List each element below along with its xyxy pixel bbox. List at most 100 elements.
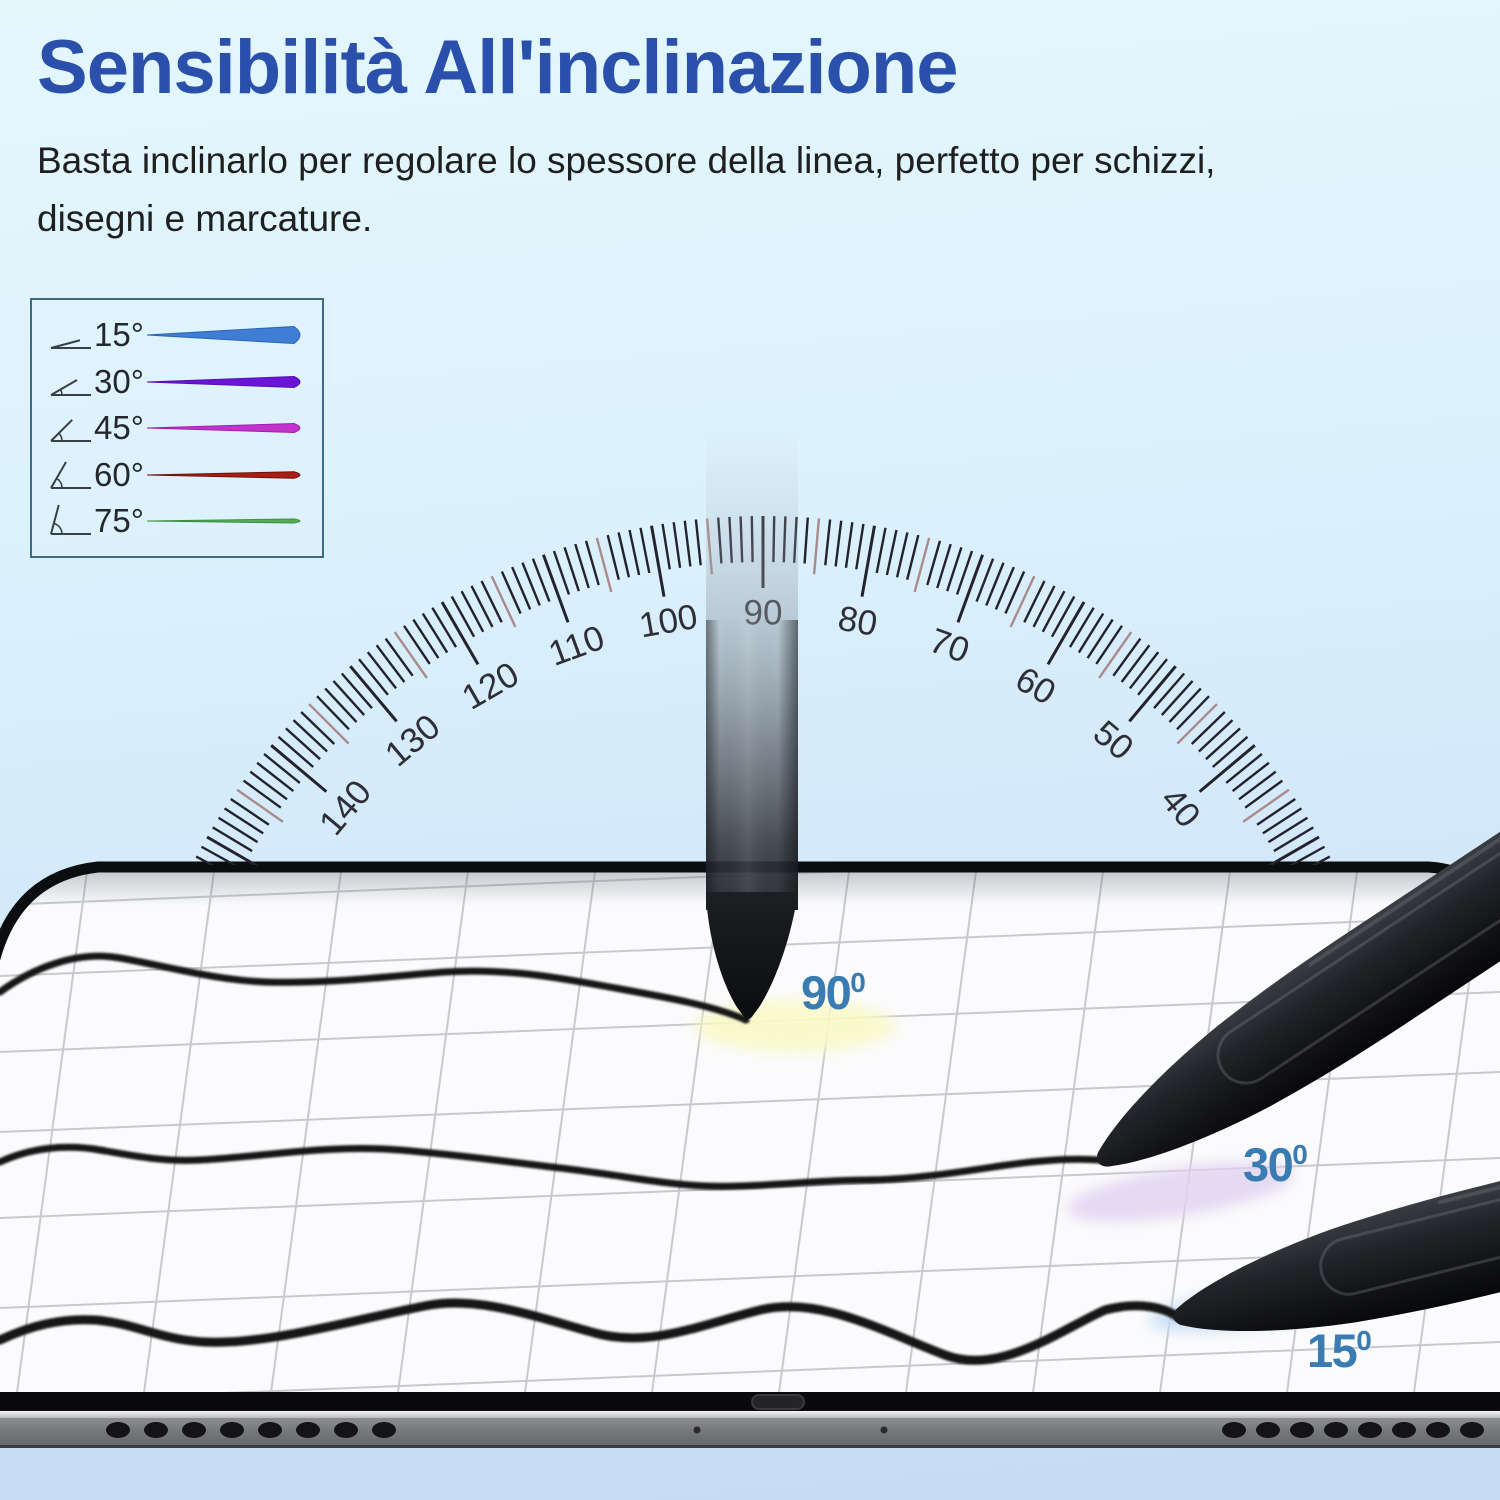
- protractor-tick: [1086, 618, 1114, 659]
- protractor-tick: [450, 595, 476, 638]
- protractor-tick: [885, 529, 898, 576]
- angle-marker-30: 300: [1243, 1138, 1307, 1191]
- protractor-tick: [366, 651, 398, 690]
- protractor-tick: [431, 607, 458, 648]
- protractor-tick: [1273, 826, 1314, 853]
- legend-angle-label: 75°: [94, 502, 144, 539]
- protractor-tick: [521, 562, 541, 606]
- protractor-tick: [855, 523, 865, 570]
- protractor-tick: [1238, 770, 1277, 801]
- protractor-tick: [217, 816, 259, 844]
- stroke-15: [0, 1298, 1183, 1365]
- legend-angle-label: 45°: [94, 409, 144, 446]
- protractor-tick: [926, 540, 942, 586]
- protractor-mid-tick: [1176, 703, 1218, 745]
- protractor-tick: [1198, 719, 1234, 753]
- grid-line-vertical: [650, 868, 724, 1398]
- protractor-tick: [584, 540, 600, 586]
- protractor-tick: [1077, 612, 1105, 654]
- protractor-label-110: 110: [544, 618, 610, 674]
- protractor-tick: [531, 558, 551, 603]
- protractor-tick: [574, 543, 590, 589]
- legend-row-30: 30°: [48, 361, 306, 403]
- protractor-tick: [324, 687, 358, 723]
- speaker-hole: [1290, 1422, 1314, 1438]
- protractor-tick: [316, 695, 350, 731]
- protractor-major-tick: [440, 601, 480, 666]
- angle-icon-45: [50, 419, 91, 442]
- protractor-major-tick: [542, 554, 570, 623]
- protractor-tick: [1225, 753, 1263, 784]
- protractor-tick: [1256, 798, 1296, 826]
- protractor-tick: [1289, 845, 1326, 865]
- protractor-tick: [1004, 571, 1026, 615]
- protractor-major-tick: [1198, 744, 1256, 793]
- protractor-mid-tick: [1009, 575, 1036, 628]
- protractor-tick: [1267, 816, 1309, 844]
- legend-row-45: 45°: [48, 407, 306, 449]
- protractor-tick: [332, 680, 366, 716]
- protractor-tick: [195, 855, 215, 865]
- protractor-mid-tick: [393, 631, 428, 679]
- protractor-mid-tick: [812, 518, 821, 575]
- speaker-hole: [372, 1422, 396, 1438]
- protractor-major-tick: [956, 554, 984, 623]
- protractor-tick: [563, 547, 580, 592]
- glow-90: [695, 1000, 895, 1052]
- protractor-tick: [834, 520, 843, 567]
- protractor-major-tick: [1046, 601, 1086, 666]
- protractor-tick: [285, 727, 321, 761]
- angle-marker-15: 150: [1307, 1324, 1371, 1377]
- protractor-tick: [1168, 687, 1202, 723]
- stylus-tilted-15: [1173, 1046, 1500, 1332]
- protractor-tick: [1128, 651, 1160, 690]
- protractor-tick: [1095, 625, 1123, 665]
- grid-line-vertical: [15, 868, 89, 1398]
- protractor-tick: [683, 520, 692, 567]
- legend-row-75: 75°: [48, 500, 306, 542]
- grid-line-vertical: [1031, 868, 1105, 1398]
- protractor-tick: [375, 644, 406, 683]
- protractor-tick: [300, 711, 336, 745]
- legend-stroke-sample-30: [146, 375, 301, 388]
- protractor-tick: [230, 798, 270, 826]
- angle-marker-90: 900: [801, 966, 865, 1019]
- protractor-label-120: 120: [455, 655, 525, 718]
- protractor-tick: [639, 527, 651, 574]
- protractor-tick: [1190, 711, 1226, 745]
- protractor-tick: [256, 761, 295, 793]
- protractor-tick: [617, 532, 631, 578]
- speaker-hole: [1426, 1422, 1450, 1438]
- protractor-tick: [936, 543, 952, 589]
- protractor-tick: [661, 523, 671, 570]
- protractor-mid-tick: [308, 703, 350, 745]
- protractor-tick: [263, 753, 301, 784]
- legend-stroke-sample-75: [146, 518, 301, 524]
- protractor-tick: [292, 719, 328, 753]
- protractor-tick: [1120, 644, 1151, 683]
- speaker-hole: [1358, 1422, 1382, 1438]
- protractor-tick: [606, 534, 620, 580]
- protractor-tick: [1041, 590, 1066, 633]
- protractor-tick: [1212, 735, 1249, 768]
- protractor-major-tick: [1128, 665, 1177, 723]
- protractor-tick: [249, 770, 288, 801]
- speaker-hole: [220, 1422, 244, 1438]
- speaker-grill: [106, 1422, 1484, 1438]
- protractor-tick: [511, 566, 532, 610]
- angle-icon-30: [50, 378, 91, 396]
- protractor-tick: [1068, 607, 1095, 648]
- speaker-hole: [258, 1422, 282, 1438]
- protractor-major-tick: [206, 835, 259, 865]
- speaker-hole: [1256, 1422, 1280, 1438]
- protractor-tick: [277, 735, 314, 768]
- speaker-hole: [106, 1422, 130, 1438]
- protractor-mid-tick: [913, 537, 931, 593]
- protractor-tick: [421, 612, 449, 654]
- legend-stroke-sample-15: [146, 325, 301, 345]
- protractor-tick: [946, 547, 963, 592]
- protractor-tick: [1311, 855, 1331, 865]
- grid-line-vertical: [142, 868, 216, 1398]
- angle-icon-15: [50, 339, 91, 349]
